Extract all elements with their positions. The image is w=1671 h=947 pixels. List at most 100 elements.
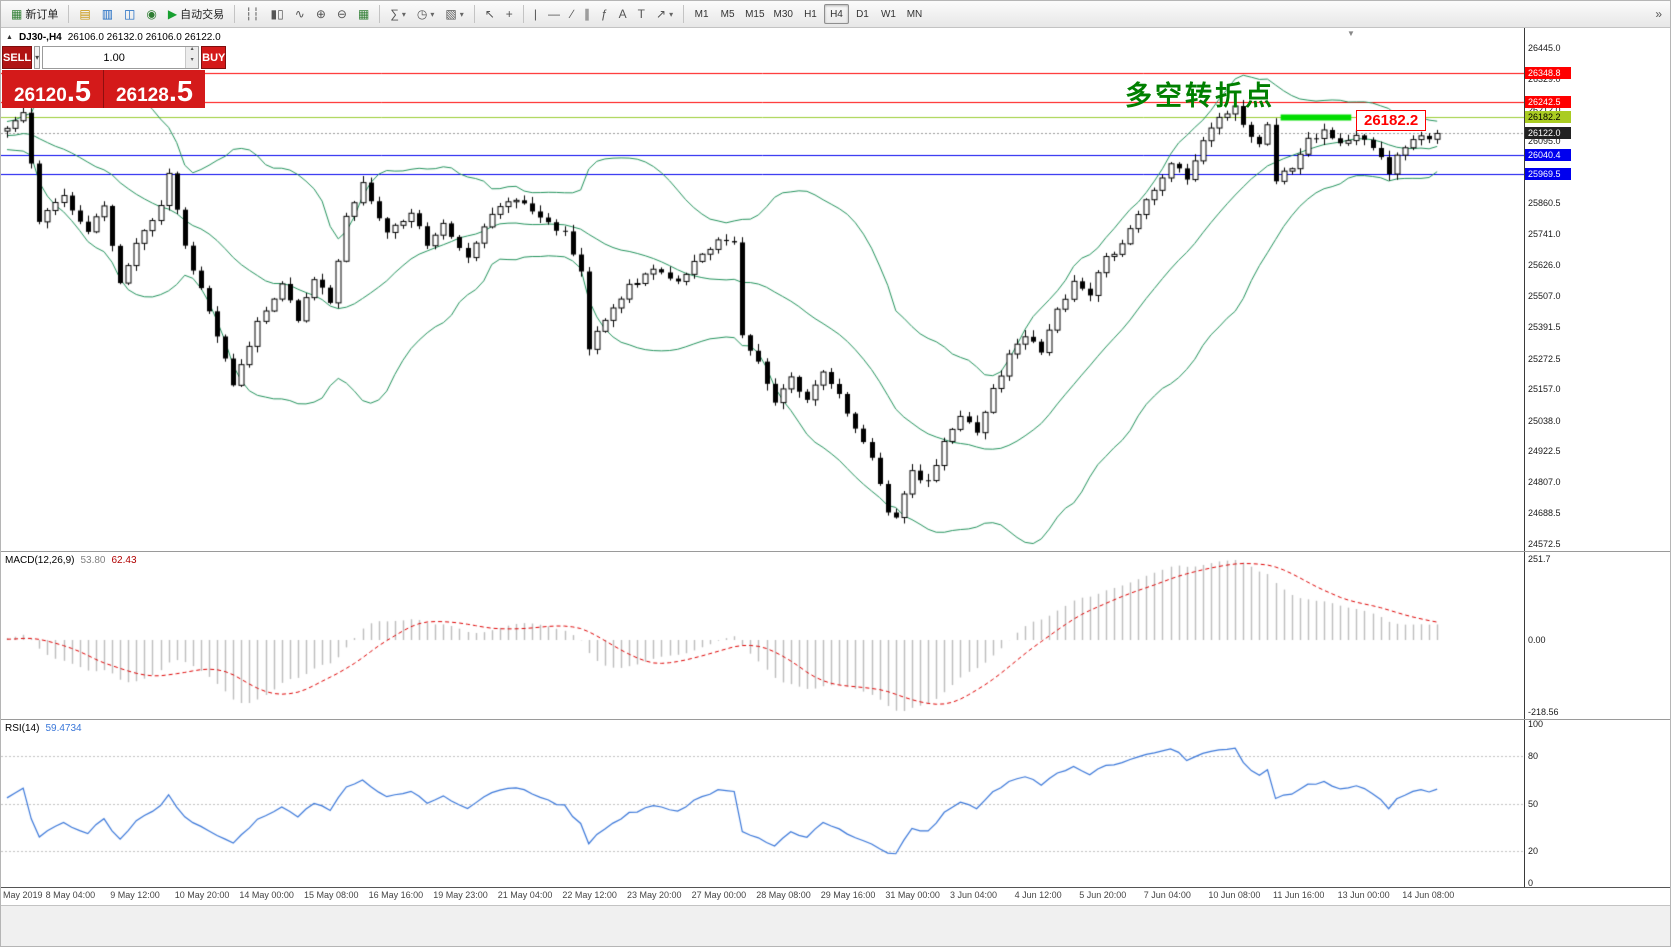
price-tag: 26242.5: [1525, 95, 1571, 108]
toolbar-separator: [683, 5, 685, 23]
new-order-button[interactable]: ▦ 新订单: [6, 3, 63, 25]
rsi-scale-label: 20: [1528, 846, 1539, 857]
chevron-down-icon: ▾: [459, 9, 464, 19]
arrow-icon: ↗: [656, 7, 667, 21]
periods-button[interactable]: ◷ ▾: [412, 3, 440, 25]
rsi-scale-label: 50: [1528, 798, 1539, 809]
periods-icon: ◷: [416, 7, 428, 21]
customize-toolbar-icon: »: [1655, 7, 1662, 21]
timeframe-button-m5[interactable]: M5: [715, 4, 740, 24]
chart-shift-marker[interactable]: ▼: [1347, 29, 1355, 38]
time-scale-label: 10 Jun 08:00: [1208, 890, 1261, 900]
fibonacci-button[interactable]: ƒ: [596, 3, 613, 25]
time-scale-label: 10 May 20:00: [174, 890, 230, 900]
sell-price-main: 26120: [13, 85, 67, 106]
volume-spinner: ▴ ▾: [185, 46, 199, 68]
price-scale-label: 25626.0: [1528, 259, 1561, 270]
fibonacci-icon: ƒ: [600, 7, 608, 21]
timeframe-button-w1[interactable]: W1: [876, 4, 901, 24]
time-scale-label: 3 Jun 04:00: [950, 890, 998, 900]
zoom-in-button[interactable]: ⊕: [311, 3, 331, 25]
macd-value-signal: 62.43: [111, 555, 137, 566]
cursor-button[interactable]: ↖: [480, 3, 500, 25]
timeframe-button-mn[interactable]: MN: [902, 4, 927, 24]
navigator-button[interactable]: ◉: [141, 3, 161, 25]
rsi-scale-label: 100: [1528, 719, 1544, 729]
price-scale-label: 25157.0: [1528, 384, 1561, 395]
timeframe-button-m15[interactable]: M15: [741, 4, 768, 24]
buy-price-frac: .5: [168, 76, 194, 109]
price-callout-label[interactable]: 26182.2: [1356, 110, 1427, 131]
trendline-icon: ∕: [570, 7, 573, 21]
macd-scale-bottom: -218.56: [1528, 707, 1559, 717]
macd-value-main: 53.80: [80, 555, 106, 566]
sell-price-frac: .5: [66, 76, 92, 109]
macd-label: MACD(12,26,9) 53.80 62.43: [5, 555, 137, 566]
price-scale-label: 25038.0: [1528, 415, 1561, 426]
price-tag: 26348.8: [1525, 67, 1571, 80]
equidistant-channel-button[interactable]: ∥: [579, 3, 595, 25]
bar-chart-icon: ┆┆: [245, 7, 260, 21]
bar-chart-button[interactable]: ┆┆: [240, 3, 264, 25]
timeframe-button-h4[interactable]: H4: [823, 4, 849, 24]
indicators-button[interactable]: ∑ ▾: [385, 3, 411, 25]
horizontal-line-button[interactable]: —: [543, 3, 565, 25]
candlestick-chart-icon: ▮▯: [270, 7, 284, 21]
toolbar-separator: [522, 5, 524, 23]
vertical-line-button[interactable]: |: [529, 3, 542, 25]
buy-price-main: 26128: [115, 85, 169, 106]
panel-separator[interactable]: [1, 551, 1670, 552]
market-watch-button[interactable]: ▥: [97, 3, 118, 25]
auto-trading-button[interactable]: ▶ 自动交易: [163, 3, 229, 25]
trendline-button[interactable]: ∕: [566, 3, 578, 25]
templates-button[interactable]: ▧ ▾: [440, 3, 468, 25]
volume-input[interactable]: [43, 47, 186, 68]
rsi-value: 59.4734: [45, 723, 82, 734]
rsi-label: RSI(14) 59.4734: [5, 723, 82, 734]
text-label-button[interactable]: T: [633, 3, 650, 25]
volume-down-icon[interactable]: ▾: [186, 57, 199, 68]
volume-preset-dropdown[interactable]: ▾: [34, 46, 41, 69]
rsi-name: RSI(14): [5, 723, 40, 734]
time-scale-label: May 2019: [3, 890, 43, 900]
sell-price[interactable]: 26120.5: [2, 70, 103, 108]
price-tag: 26182.2: [1525, 111, 1571, 124]
symbol-ohlc-values: 26106.0 26132.0 26106.0 26122.0: [67, 32, 221, 43]
arrows-button[interactable]: ↗ ▾: [651, 3, 678, 25]
symbol-marker-icon: ▲: [6, 34, 13, 41]
line-chart-button[interactable]: ∿: [290, 3, 310, 25]
macd-scale-zero: 0.00: [1528, 634, 1546, 645]
tile-windows-button[interactable]: ▦: [353, 3, 374, 25]
timeframe-button-h1[interactable]: H1: [798, 4, 823, 24]
sell-button[interactable]: SELL: [2, 46, 33, 69]
panel-separator[interactable]: [1, 719, 1670, 720]
volume-up-icon[interactable]: ▴: [186, 46, 199, 58]
data-window-icon: ◫: [124, 7, 136, 21]
chart-area: ▲ DJ30-,H4 26106.0 26132.0 26106.0 26122…: [1, 28, 1670, 905]
price-scale-label: 25860.5: [1528, 197, 1561, 208]
timeframe-button-m1[interactable]: M1: [689, 4, 714, 24]
profiles-button[interactable]: ▤: [74, 3, 95, 25]
candlestick-chart-button[interactable]: ▮▯: [266, 3, 289, 25]
time-scale-label: 8 May 04:00: [45, 890, 96, 900]
turning-point-annotation[interactable]: 多空转折点: [1125, 81, 1275, 111]
text-button[interactable]: A: [614, 3, 632, 25]
crosshair-button[interactable]: +: [501, 3, 518, 25]
price-scale-label: 26212.0: [1528, 104, 1561, 115]
rsi-scale-label: 0: [1528, 878, 1534, 888]
timeframe-button-m30[interactable]: M30: [770, 4, 797, 24]
buy-price[interactable]: 26128.5: [103, 70, 205, 108]
price-scale-label: 25272.5: [1528, 353, 1561, 364]
timeframe-button-d1[interactable]: D1: [850, 4, 875, 24]
customize-toolbar-button[interactable]: »: [1650, 3, 1667, 25]
buy-button[interactable]: BUY: [201, 46, 227, 69]
time-scale-label: 27 May 00:00: [691, 890, 747, 900]
price-tag: 25969.5: [1525, 167, 1571, 180]
crosshair-icon: +: [505, 7, 513, 21]
text-label-icon: T: [637, 7, 645, 21]
zoom-out-button[interactable]: ⊖: [332, 3, 352, 25]
one-click-trading-panel: SELL ▾ ▴ ▾ BUY 26120.5 26128.5: [2, 46, 227, 108]
rsi-scale-label: 80: [1528, 750, 1539, 761]
chart-canvas[interactable]: [1, 28, 1524, 888]
data-window-button[interactable]: ◫: [119, 3, 140, 25]
